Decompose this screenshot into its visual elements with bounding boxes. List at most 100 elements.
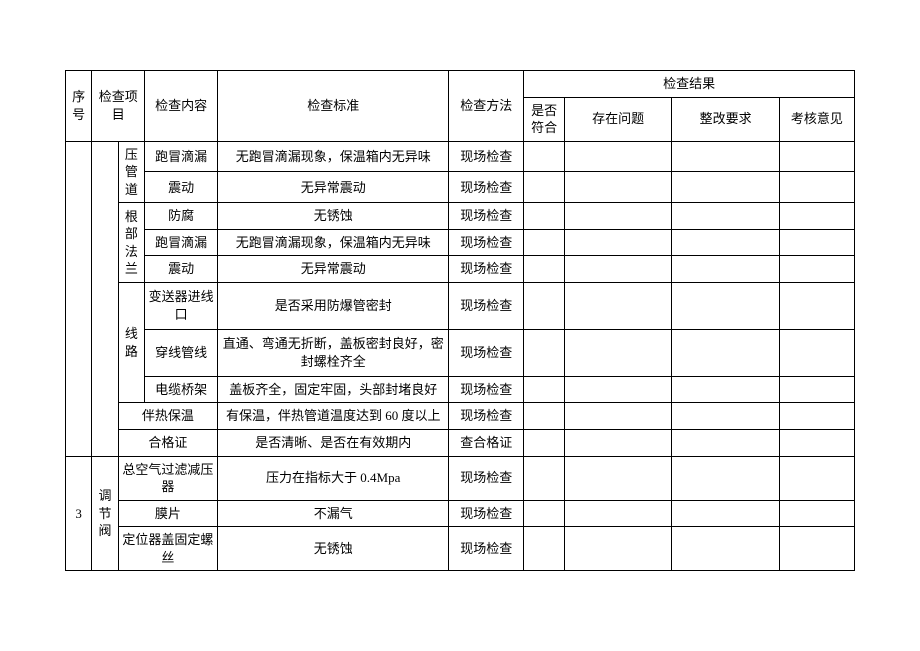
hdr-check-item: 检查项目 [92, 71, 145, 142]
row-8: 电缆桥架 盖板齐全，固定牢固，头部封堵良好 现场检查 [66, 376, 855, 403]
opinion-r12 [779, 500, 854, 527]
problem-r8 [564, 376, 671, 403]
rectify-r2 [672, 172, 779, 203]
problem-r3 [564, 203, 671, 230]
opinion-r6 [779, 282, 854, 329]
row-12: 膜片 不漏气 现场检查 [66, 500, 855, 527]
content-r3: 防腐 [145, 203, 218, 230]
hdr-problem: 存在问题 [564, 97, 671, 141]
row-5: 震动 无异常震动 现场检查 [66, 256, 855, 283]
content-r12: 膜片 [118, 500, 217, 527]
group-cert: 合格证 [118, 430, 217, 457]
method-r13: 现场检查 [449, 527, 524, 571]
standard-r1: 无跑冒滴漏现象，保温箱内无异味 [218, 141, 449, 172]
opinion-r4 [779, 229, 854, 256]
standard-r13: 无锈蚀 [218, 527, 449, 571]
opinion-r8 [779, 376, 854, 403]
content-r7: 穿线管线 [145, 329, 218, 376]
conform-r6 [524, 282, 565, 329]
problem-r7 [564, 329, 671, 376]
problem-r10 [564, 430, 671, 457]
row-9: 伴热保温 有保温，伴热管道温度达到 60 度以上 现场检查 [66, 403, 855, 430]
content-r11: 总空气过滤减压器 [118, 456, 217, 500]
content-r8: 电缆桥架 [145, 376, 218, 403]
conform-r1 [524, 141, 565, 172]
conform-r4 [524, 229, 565, 256]
content-r1: 跑冒滴漏 [145, 141, 218, 172]
hdr-conform: 是否符合 [524, 97, 565, 141]
conform-r8 [524, 376, 565, 403]
conform-r3 [524, 203, 565, 230]
hdr-result-group: 检查结果 [524, 71, 855, 98]
conform-r13 [524, 527, 565, 571]
row-3: 根部法兰 防腐 无锈蚀 现场检查 [66, 203, 855, 230]
opinion-r13 [779, 527, 854, 571]
content-r4: 跑冒滴漏 [145, 229, 218, 256]
group-heat: 伴热保温 [118, 403, 217, 430]
method-r2: 现场检查 [449, 172, 524, 203]
row-6: 线路 变送器进线口 是否采用防爆管密封 现场检查 [66, 282, 855, 329]
conform-r7 [524, 329, 565, 376]
row-11: 3 调节阀 总空气过滤减压器 压力在指标大于 0.4Mpa 现场检查 [66, 456, 855, 500]
group-valve: 调节阀 [92, 456, 118, 571]
group-flange: 根部法兰 [118, 203, 144, 283]
rectify-r10 [672, 430, 779, 457]
standard-r3: 无锈蚀 [218, 203, 449, 230]
problem-r11 [564, 456, 671, 500]
rectify-r5 [672, 256, 779, 283]
hdr-rectify: 整改要求 [672, 97, 779, 141]
conform-r11 [524, 456, 565, 500]
inspection-table: 序号 检查项目 检查内容 检查标准 检查方法 检查结果 是否符合 存在问题 整改… [65, 70, 855, 571]
hdr-check-standard: 检查标准 [218, 71, 449, 142]
method-r12: 现场检查 [449, 500, 524, 527]
problem-r4 [564, 229, 671, 256]
rectify-r11 [672, 456, 779, 500]
standard-r6: 是否采用防爆管密封 [218, 282, 449, 329]
method-r5: 现场检查 [449, 256, 524, 283]
conform-r5 [524, 256, 565, 283]
opinion-r7 [779, 329, 854, 376]
opinion-r10 [779, 430, 854, 457]
standard-r2: 无异常震动 [218, 172, 449, 203]
item-cell-empty [92, 141, 118, 456]
seq-cell-empty [66, 141, 92, 456]
opinion-r1 [779, 141, 854, 172]
row-2: 震动 无异常震动 现场检查 [66, 172, 855, 203]
group-circuit: 线路 [118, 282, 144, 403]
header-row-1: 序号 检查项目 检查内容 检查标准 检查方法 检查结果 [66, 71, 855, 98]
method-r6: 现场检查 [449, 282, 524, 329]
rectify-r13 [672, 527, 779, 571]
rectify-r1 [672, 141, 779, 172]
hdr-opinion: 考核意见 [779, 97, 854, 141]
content-r6: 变送器进线口 [145, 282, 218, 329]
conform-r10 [524, 430, 565, 457]
inspection-table-wrap: 序号 检查项目 检查内容 检查标准 检查方法 检查结果 是否符合 存在问题 整改… [65, 70, 855, 571]
method-r9: 现场检查 [449, 403, 524, 430]
problem-r12 [564, 500, 671, 527]
standard-r12: 不漏气 [218, 500, 449, 527]
rectify-r12 [672, 500, 779, 527]
problem-r2 [564, 172, 671, 203]
method-r3: 现场检查 [449, 203, 524, 230]
hdr-seq: 序号 [66, 71, 92, 142]
content-r13: 定位器盖固定螺丝 [118, 527, 217, 571]
problem-r5 [564, 256, 671, 283]
opinion-r3 [779, 203, 854, 230]
content-r2: 震动 [145, 172, 218, 203]
seq-3: 3 [66, 456, 92, 571]
standard-r10: 是否清晰、是否在有效期内 [218, 430, 449, 457]
opinion-r5 [779, 256, 854, 283]
rectify-r9 [672, 403, 779, 430]
rectify-r7 [672, 329, 779, 376]
method-r7: 现场检查 [449, 329, 524, 376]
method-r8: 现场检查 [449, 376, 524, 403]
row-13: 定位器盖固定螺丝 无锈蚀 现场检查 [66, 527, 855, 571]
conform-r9 [524, 403, 565, 430]
content-r5: 震动 [145, 256, 218, 283]
rectify-r3 [672, 203, 779, 230]
standard-r8: 盖板齐全，固定牢固，头部封堵良好 [218, 376, 449, 403]
standard-r4: 无跑冒滴漏现象，保温箱内无异味 [218, 229, 449, 256]
rectify-r8 [672, 376, 779, 403]
problem-r6 [564, 282, 671, 329]
conform-r12 [524, 500, 565, 527]
